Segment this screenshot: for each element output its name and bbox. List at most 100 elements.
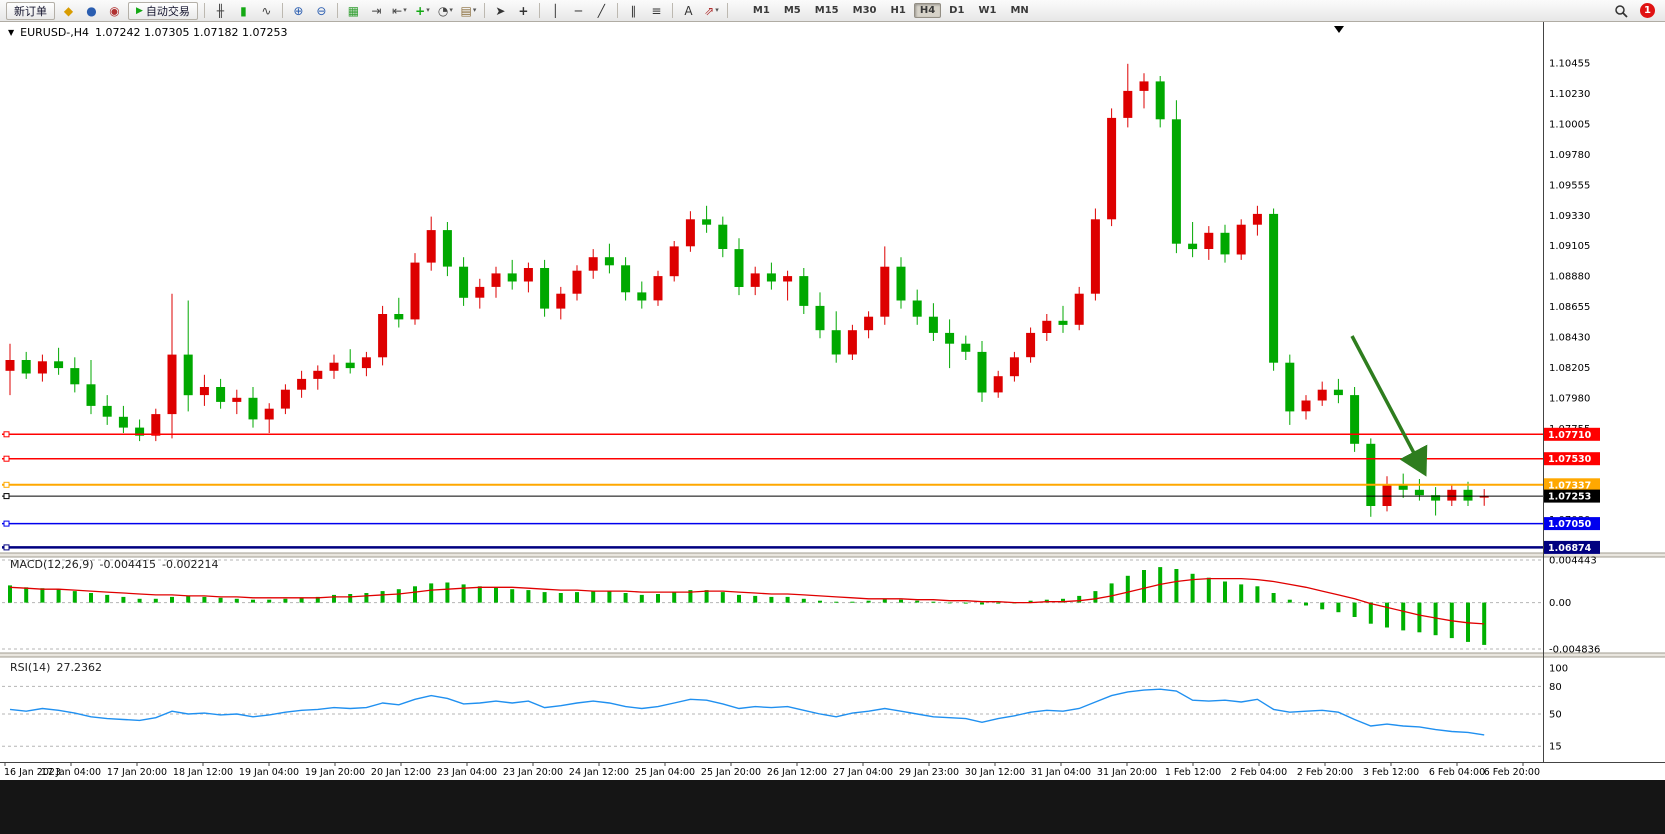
- toolbar-separator: [616, 3, 618, 18]
- bar-chart-icon[interactable]: ╫: [216, 3, 225, 18]
- svg-text:30 Jan 12:00: 30 Jan 12:00: [965, 767, 1025, 778]
- timeframe-W1[interactable]: W1: [978, 5, 997, 16]
- svg-text:-0.004836: -0.004836: [1549, 645, 1600, 656]
- cursor-icon[interactable]: ➤: [495, 3, 506, 18]
- bottom-dark-strip: [0, 780, 1665, 834]
- timeframe-M1[interactable]: M1: [752, 5, 770, 16]
- toolbar-items: 新订单 ◆ ● ◉ ▶ 自动交易 ╫ ▮ ∿ ⊕ ⊖ ▦ ⇥ ⇤ ▾ + ▾ ◔ ▾ ▤ ▾ ➤ + │ ─ ╱ ∥ ≡ A ⇗ ▾: [4, 0, 732, 21]
- svg-text:1.09330: 1.09330: [1549, 211, 1590, 222]
- svg-text:0.004443: 0.004443: [1549, 556, 1597, 567]
- svg-text:1.08880: 1.08880: [1549, 272, 1590, 283]
- svg-text:1.09780: 1.09780: [1549, 150, 1590, 161]
- svg-text:27 Jan 04:00: 27 Jan 04:00: [833, 767, 893, 778]
- chart-shift-icon[interactable]: ⇤ ▾: [392, 3, 407, 18]
- rsi-panel: 100 80 50 15: [2, 664, 1568, 753]
- timeframe-M5[interactable]: M5: [783, 5, 801, 16]
- horizontal-line-icon[interactable]: ─: [574, 3, 583, 18]
- toolbar-separator: [726, 3, 728, 18]
- rsi-indicator-label: RSI(14) 27.2362: [10, 661, 102, 674]
- ohlc-values: 1.07242 1.07305 1.07182 1.07253: [95, 26, 288, 39]
- svg-text:15: 15: [1549, 742, 1562, 753]
- macd-signal-value: -0.002214: [162, 558, 219, 571]
- svg-text:17 Jan 20:00: 17 Jan 20:00: [107, 767, 167, 778]
- equidistant-channel-icon[interactable]: ∥: [630, 3, 637, 18]
- svg-text:2 Feb 20:00: 2 Feb 20:00: [1297, 767, 1353, 778]
- svg-text:1.07337: 1.07337: [1548, 480, 1591, 491]
- timeframe-H4[interactable]: H4: [913, 3, 942, 18]
- svg-text:23 Jan 04:00: 23 Jan 04:00: [437, 767, 497, 778]
- svg-text:1.09555: 1.09555: [1549, 180, 1590, 191]
- svg-text:1.07530: 1.07530: [1548, 454, 1592, 465]
- toolbar: 新订单 ◆ ● ◉ ▶ 自动交易 ╫ ▮ ∿ ⊕ ⊖ ▦ ⇥ ⇤ ▾ + ▾ ◔ ▾ ▤ ▾ ➤ + │ ─ ╱ ∥ ≡ A ⇗ ▾ M1 M…: [0, 0, 1665, 22]
- svg-text:25 Jan 20:00: 25 Jan 20:00: [701, 767, 761, 778]
- timeframe-MN[interactable]: MN: [1010, 5, 1029, 16]
- svg-text:6 Feb 04:00: 6 Feb 04:00: [1429, 767, 1485, 778]
- toolbar-separator: [336, 3, 338, 18]
- svg-text:26 Jan 12:00: 26 Jan 12:00: [767, 767, 827, 778]
- help-icon[interactable]: ◉: [109, 3, 120, 18]
- search-icon[interactable]: [1610, 2, 1631, 20]
- indicators-icon[interactable]: + ▾: [415, 3, 430, 18]
- svg-text:25 Jan 04:00: 25 Jan 04:00: [635, 767, 695, 778]
- trendline-icon[interactable]: ╱: [597, 3, 606, 18]
- symbol-dropdown-icon[interactable]: ▼: [8, 28, 15, 37]
- timeframe-M15[interactable]: M15: [814, 5, 839, 16]
- chart-shift-marker: [1334, 26, 1344, 33]
- svg-text:6 Feb 20:00: 6 Feb 20:00: [1484, 767, 1540, 778]
- community-icon[interactable]: ●: [86, 3, 97, 18]
- svg-text:1.07710: 1.07710: [1548, 430, 1592, 441]
- svg-text:2 Feb 04:00: 2 Feb 04:00: [1231, 767, 1287, 778]
- notification-badge[interactable]: 1: [1640, 3, 1655, 18]
- timeframe-M30[interactable]: M30: [852, 5, 877, 16]
- macd-name: MACD(12,26,9): [10, 558, 94, 571]
- svg-text:29 Jan 23:00: 29 Jan 23:00: [899, 767, 959, 778]
- macd-indicator-label: MACD(12,26,9) -0.004415 -0.002214: [10, 558, 218, 571]
- svg-text:1.10005: 1.10005: [1549, 120, 1590, 131]
- svg-text:1 Feb 12:00: 1 Feb 12:00: [1165, 767, 1221, 778]
- crosshair-icon[interactable]: +: [518, 3, 529, 18]
- vertical-line-icon[interactable]: │: [551, 3, 560, 18]
- svg-text:0.00: 0.00: [1549, 598, 1571, 609]
- svg-text:24 Jan 12:00: 24 Jan 12:00: [569, 767, 629, 778]
- svg-text:1.10230: 1.10230: [1549, 89, 1590, 100]
- candlestick-chart-icon[interactable]: ▮: [240, 3, 247, 18]
- new-order-button[interactable]: 新订单: [6, 1, 55, 20]
- text-label-icon[interactable]: A: [684, 3, 693, 18]
- timeframe-H1[interactable]: H1: [890, 5, 906, 16]
- templates-icon[interactable]: ▤ ▾: [460, 3, 477, 18]
- arrows-icon[interactable]: ⇗ ▾: [704, 3, 719, 18]
- symbol-timeframe-label: EURUSD-,H4: [20, 26, 90, 39]
- rsi-value: 27.2362: [56, 661, 102, 674]
- toolbar-separator: [203, 3, 205, 18]
- auto-scroll-icon[interactable]: ⇥: [371, 3, 382, 18]
- timeframe-D1[interactable]: D1: [949, 5, 965, 16]
- svg-text:31 Jan 20:00: 31 Jan 20:00: [1097, 767, 1157, 778]
- trend-arrow[interactable]: [1350, 335, 1428, 477]
- autotrading-button[interactable]: ▶ 自动交易: [128, 1, 198, 20]
- tile-windows-icon[interactable]: ▦: [347, 3, 360, 18]
- toolbar-separator: [538, 3, 540, 18]
- toolbar-right: 1: [1609, 2, 1661, 20]
- svg-text:1.07253: 1.07253: [1548, 492, 1591, 503]
- svg-text:31 Jan 04:00: 31 Jan 04:00: [1031, 767, 1091, 778]
- svg-text:20 Jan 12:00: 20 Jan 12:00: [371, 767, 431, 778]
- line-chart-icon[interactable]: ∿: [261, 3, 272, 18]
- svg-text:1.09105: 1.09105: [1549, 241, 1590, 252]
- periods-icon[interactable]: ◔ ▾: [437, 3, 453, 18]
- zoom-out-icon[interactable]: ⊖: [316, 3, 327, 18]
- macd-panel: 0.004443 0.00 -0.004836: [2, 556, 1600, 656]
- svg-text:19 Jan 04:00: 19 Jan 04:00: [239, 767, 299, 778]
- svg-text:17 Jan 04:00: 17 Jan 04:00: [41, 767, 101, 778]
- market-icon[interactable]: ◆: [63, 3, 74, 18]
- zoom-in-icon[interactable]: ⊕: [293, 3, 304, 18]
- timeframe-buttons: M1 M5 M15 M30 H1 H4 D1 W1 MN: [746, 3, 1036, 18]
- svg-text:3 Feb 12:00: 3 Feb 12:00: [1363, 767, 1419, 778]
- svg-text:1.06874: 1.06874: [1548, 543, 1592, 554]
- toolbar-separator: [671, 3, 673, 18]
- fibonacci-icon[interactable]: ≡: [651, 3, 662, 18]
- svg-text:16 Jan 2023: 16 Jan 2023: [4, 767, 61, 778]
